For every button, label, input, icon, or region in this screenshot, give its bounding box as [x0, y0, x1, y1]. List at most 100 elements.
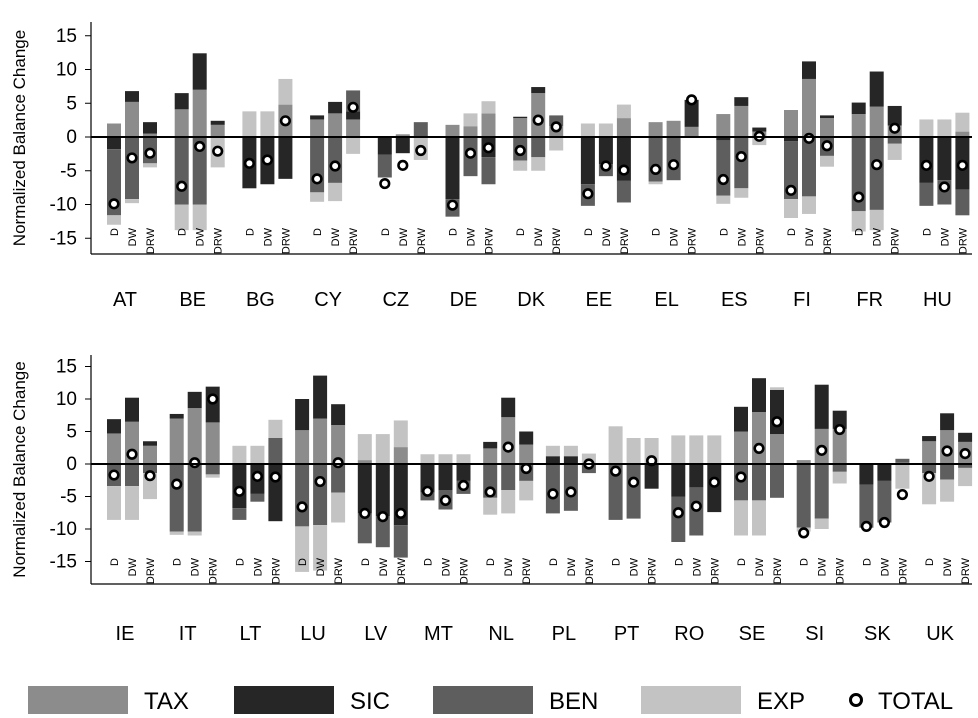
variant-label: D [673, 558, 685, 566]
legend-label-tax: TAX [144, 688, 189, 715]
legend-label-exp: EXP [757, 688, 805, 715]
country-label: SE [739, 623, 766, 645]
bar-segment-exp [563, 445, 578, 457]
bar-segment-sic [770, 389, 784, 435]
country-group-at: D DW DRW AT [107, 91, 157, 311]
bar-segment-tax [796, 460, 811, 464]
variant-label: DW [378, 557, 390, 576]
y-tick-label: 5 [66, 93, 77, 114]
bar-segment-sic [937, 137, 952, 181]
bar-segment-ben [232, 508, 247, 520]
bar-segment-ben [734, 137, 749, 189]
country-label: AT [113, 289, 137, 311]
total-marker [311, 173, 323, 185]
bar-segment-tax [648, 122, 663, 137]
bar-segment-exp [357, 434, 372, 461]
variant-label: DW [691, 557, 703, 576]
bar-segment-tax [328, 113, 343, 137]
bar-segment-sic [887, 105, 902, 126]
bar-segment-exp [174, 204, 189, 231]
bar-segment-ben [481, 157, 496, 185]
total-marker [359, 507, 371, 520]
total-marker [609, 465, 622, 477]
bar-segment-sic [563, 456, 578, 464]
country-label: FI [793, 289, 811, 311]
bar-segment-tax [107, 433, 121, 464]
bar-segment-tax [832, 428, 847, 464]
total-marker [923, 470, 935, 482]
total-marker [735, 471, 747, 483]
total-marker [685, 94, 698, 106]
y-tick-label: 0 [66, 454, 77, 475]
bar-segment-ben [802, 137, 816, 197]
bar-segment-tax [922, 441, 937, 464]
legend-swatch-sic [234, 686, 334, 714]
variant-label: DW [262, 227, 274, 246]
variant-label: DW [754, 557, 766, 576]
variant-label: DRW [270, 557, 282, 584]
y-tick-label: -5 [60, 487, 77, 508]
bar-segment-sic [169, 413, 184, 419]
bar-segment-ben [859, 484, 874, 528]
bar-segment-sic [958, 432, 973, 442]
bar-segment-exp [328, 182, 343, 202]
bar-segment-ben [357, 513, 372, 544]
bar-segment-ben [666, 137, 681, 181]
bar-segment-sic [734, 97, 749, 106]
bar-segment-tax [666, 120, 681, 137]
bar-segment-ben [331, 464, 346, 493]
bar-segment-exp [958, 467, 973, 487]
country-group-el: D DW DRW EL [648, 94, 699, 311]
bar-segment-exp [513, 160, 528, 171]
variant-label: DRW [459, 557, 471, 584]
bar-segment-tax [616, 118, 631, 137]
bar-segment-exp [707, 435, 722, 464]
legend-swatch-exp [641, 686, 741, 714]
variant-label: DW [669, 227, 681, 246]
bar-segment-ben [626, 464, 641, 519]
variant-label: D [611, 558, 623, 566]
country-label: DK [517, 289, 545, 311]
total-marker [144, 470, 156, 482]
chart-panel-bottom: 15 10 5 0 -5 -10 -15 Normalized Balance Change D… [10, 355, 973, 645]
bar-segment-tax [820, 118, 834, 137]
total-marker [212, 145, 224, 157]
bar-segment-sic [851, 102, 866, 115]
legend: TAX SIC BEN EXP TOTAL [28, 686, 953, 715]
bar-segment-ben [608, 464, 623, 520]
y-tick-label: -15 [50, 552, 77, 573]
country-group-cy: D DW DRW CY [310, 90, 361, 311]
country-label: EL [654, 289, 678, 311]
bar-segment-exp [716, 195, 731, 204]
bar-segment-ben [250, 493, 265, 502]
bar-segment-tax [174, 109, 189, 137]
bar-segment-ben [125, 464, 139, 487]
country-group-dk: D DW DRW DK [513, 87, 564, 311]
total-marker [871, 159, 883, 171]
bar-segment-exp [770, 387, 784, 390]
variant-label: DW [872, 227, 884, 246]
country-label: SK [864, 623, 891, 645]
variant-label: D [736, 558, 748, 566]
y-axis-title: Normalized Balance Change [10, 30, 29, 246]
bar-segment-ben [955, 189, 970, 216]
country-label: NL [488, 623, 514, 645]
bar-segment-sic [107, 137, 121, 150]
bar-segment-exp [869, 209, 884, 231]
bar-segment-exp [940, 479, 955, 502]
bar-segment-ben [268, 438, 283, 464]
variant-label: DW [190, 557, 202, 576]
bar-segment-sic [125, 91, 139, 102]
total-marker [798, 527, 810, 539]
chart-panel-top: 15 10 5 0 -5 -10 -15 Normalized Balance Change D… [10, 22, 972, 311]
country-group-lu: D DW DRW LU [295, 375, 346, 645]
bar-segment-exp [887, 143, 902, 160]
bar-segment-ben [832, 464, 847, 472]
variant-label: DW [939, 227, 951, 246]
variant-label: D [921, 228, 933, 236]
bar-segment-exp [125, 199, 139, 204]
bar-segment-ben [895, 458, 910, 463]
bar-segment-sic [143, 122, 157, 134]
bar-segment-tax [463, 126, 478, 137]
